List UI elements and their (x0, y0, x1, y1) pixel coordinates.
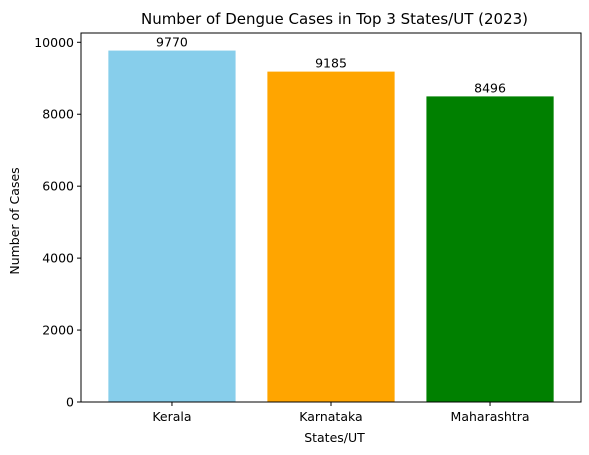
y-tick-label: 8000 (42, 107, 74, 122)
x-axis-label: States/UT (304, 430, 365, 445)
x-tick-label: Maharashtra (451, 409, 530, 424)
bar-karnataka (267, 71, 395, 402)
chart-title: Number of Dengue Cases in Top 3 States/U… (141, 10, 528, 28)
y-tick-label: 0 (66, 395, 74, 410)
y-tick-label: 10000 (34, 35, 74, 50)
bars-group (108, 50, 554, 402)
y-axis-ticks: 0 2000 4000 6000 8000 10000 (34, 35, 81, 410)
data-label-maharashtra: 8496 (474, 80, 506, 95)
x-axis-ticks: Kerala Karnataka Maharashtra (152, 402, 530, 424)
y-tick-label: 2000 (42, 323, 74, 338)
x-tick-label: Kerala (152, 409, 191, 424)
bar-kerala (108, 50, 236, 402)
y-tick-label: 6000 (42, 179, 74, 194)
plot-area: 9770 9185 8496 0 2000 4000 6000 8000 10000 Kera… (34, 32, 582, 424)
data-labels-group: 9770 9185 8496 (156, 35, 506, 96)
y-axis-label: Number of Cases (7, 167, 22, 274)
x-tick-label: Karnataka (299, 409, 362, 424)
data-label-kerala: 9770 (156, 35, 188, 50)
bar-maharashtra (426, 96, 554, 402)
y-tick-label: 4000 (42, 251, 74, 266)
data-label-karnataka: 9185 (315, 56, 347, 71)
